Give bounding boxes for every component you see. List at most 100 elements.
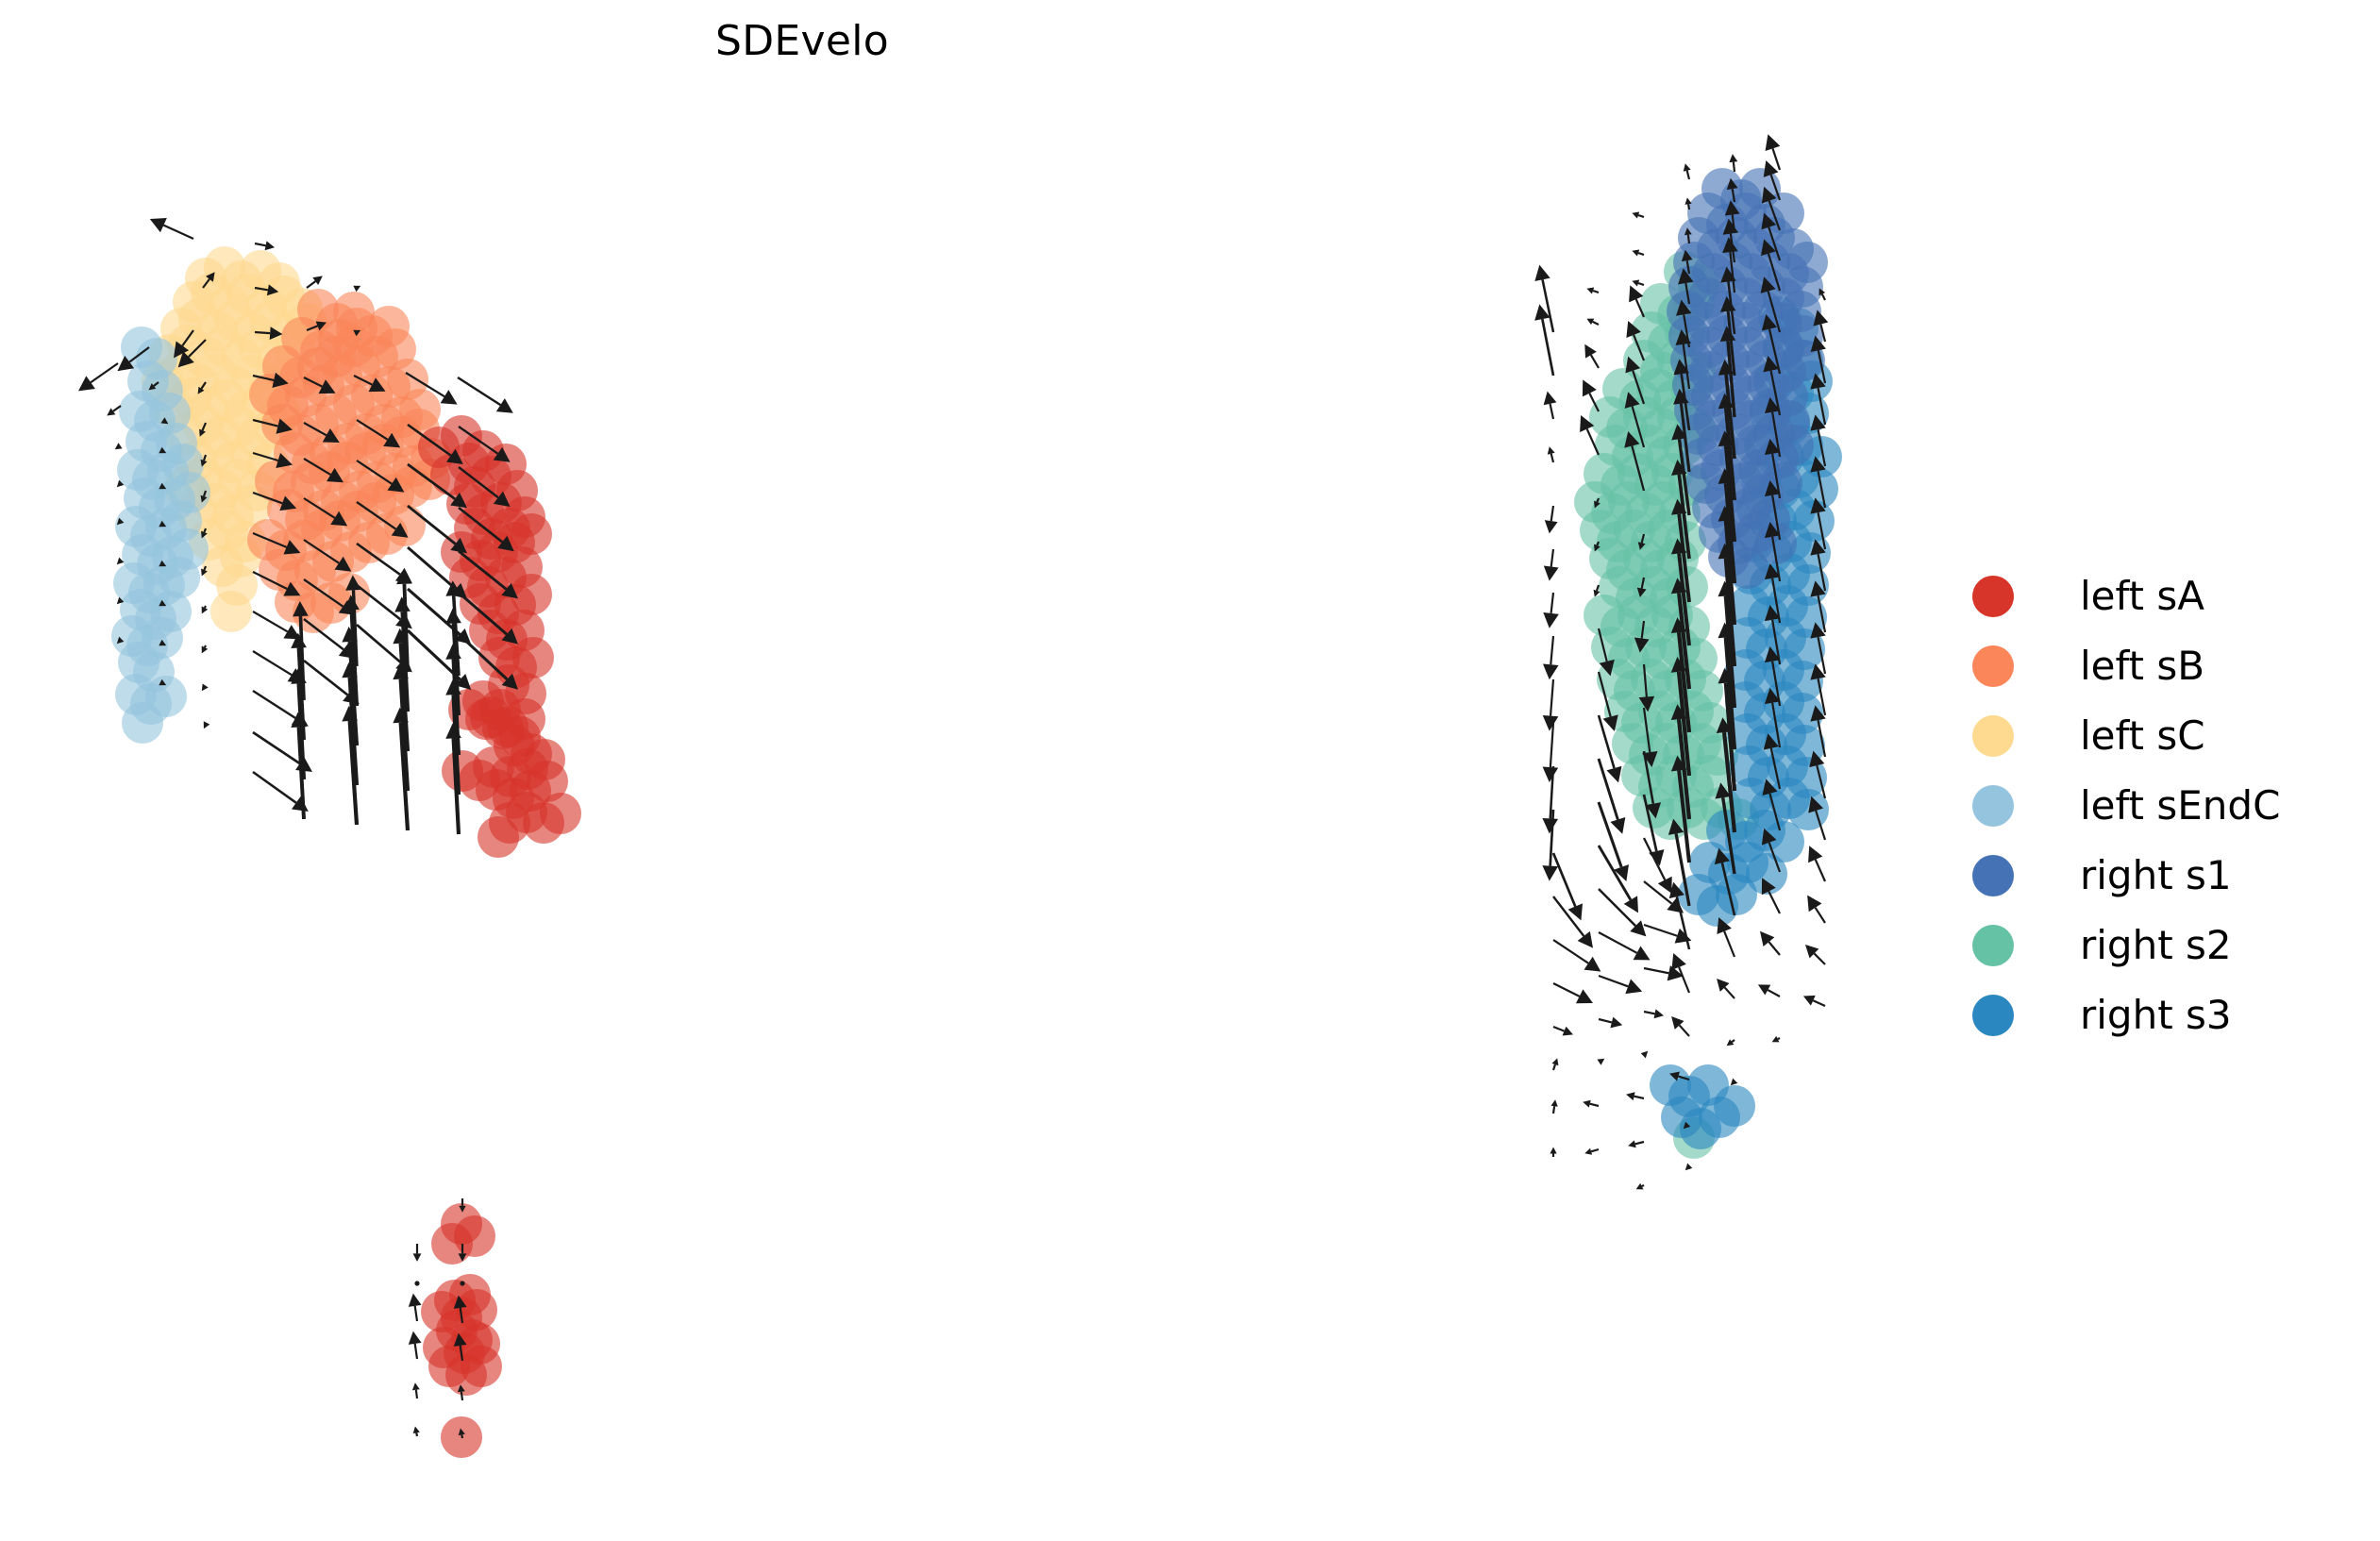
velocity-arrow-head	[203, 721, 210, 729]
scatter-point	[1716, 874, 1757, 915]
velocity-arrow-shaft	[90, 362, 119, 384]
velocity-arrow-head	[1722, 218, 1739, 235]
velocity-arrow	[1598, 1016, 1623, 1029]
velocity-arrow-shaft	[162, 224, 194, 241]
legend-item-label: left sEndC	[2080, 782, 2281, 829]
velocity-arrow	[291, 712, 307, 820]
velocity-arrow-head	[1562, 1026, 1573, 1036]
velocity-arrow-head	[322, 427, 340, 443]
velocity-arrow	[1552, 939, 1601, 972]
velocity-arrow-shaft	[1678, 1024, 1690, 1037]
velocity-arrow	[1805, 945, 1826, 965]
velocity-arrow-shaft	[303, 458, 331, 476]
scatter-point	[431, 1223, 473, 1265]
velocity-arrow-shaft	[252, 531, 288, 548]
velocity-arrow	[1764, 605, 1782, 665]
velocity-arrow-head	[1726, 1039, 1735, 1047]
velocity-arrow-head	[1542, 766, 1559, 782]
velocity-arrow-shaft	[303, 578, 344, 608]
velocity-arrow	[1757, 984, 1781, 997]
velocity-arrow	[445, 679, 461, 796]
velocity-arrow	[203, 721, 210, 729]
velocity-arrow-shaft	[1642, 794, 1658, 852]
velocity-arrow	[1714, 847, 1736, 916]
velocity-arrow-shaft	[1817, 511, 1827, 550]
velocity-arrow	[458, 591, 518, 645]
velocity-arrow-shaft	[1597, 845, 1633, 901]
velocity-arrow-head	[1765, 134, 1781, 152]
legend-item[interactable]: right s3	[1972, 980, 2369, 1050]
velocity-arrow	[1584, 1147, 1600, 1155]
velocity-arrow	[1718, 393, 1736, 501]
velocity-arrow	[412, 1244, 422, 1262]
velocity-arrow-head	[1671, 460, 1687, 476]
velocity-arrow-head	[353, 329, 361, 337]
velocity-arrow-shaft	[1723, 445, 1737, 543]
velocity-arrow-shaft	[1637, 213, 1645, 219]
velocity-arrow	[1813, 310, 1829, 343]
legend-item[interactable]: left sB	[1972, 631, 2369, 701]
velocity-arrow	[458, 549, 518, 599]
velocity-arrow-head	[177, 351, 194, 368]
velocity-arrow-shaft	[128, 346, 150, 363]
velocity-arrow-shaft	[1729, 251, 1736, 293]
velocity-arrows-layer	[78, 134, 1829, 1439]
velocity-arrow	[1544, 505, 1558, 534]
velocity-arrow-shaft	[202, 278, 210, 289]
scatter-point	[461, 1346, 502, 1387]
velocity-arrow	[200, 490, 208, 503]
legend-item[interactable]: left sEndC	[1972, 771, 2369, 841]
velocity-arrow-head	[199, 428, 206, 437]
velocity-arrow	[1681, 249, 1693, 275]
legend-item[interactable]: left sC	[1972, 701, 2369, 771]
velocity-arrow-shaft	[1767, 291, 1782, 333]
velocity-arrow	[408, 1331, 422, 1360]
legend-swatch-icon	[1972, 925, 2014, 966]
velocity-arrow-head	[440, 390, 458, 405]
velocity-arrow-shaft	[252, 374, 275, 382]
velocity-arrow-shaft	[1820, 293, 1826, 301]
velocity-arrow	[458, 426, 511, 462]
velocity-arrow-head	[393, 663, 409, 680]
velocity-arrow	[159, 678, 167, 686]
velocity-arrow	[353, 375, 386, 393]
velocity-arrow-head	[1718, 360, 1735, 376]
velocity-arrow	[394, 596, 411, 712]
velocity-arrow-dot	[414, 1281, 420, 1286]
scatter-point	[122, 702, 163, 744]
velocity-arrow	[1810, 622, 1827, 675]
velocity-arrow-head	[1717, 979, 1730, 992]
velocity-arrow-head	[1720, 266, 1736, 283]
velocity-arrow-head	[1671, 424, 1687, 441]
velocity-arrow-head	[1582, 379, 1597, 397]
velocity-arrow	[1718, 430, 1737, 543]
velocity-arrow	[160, 417, 169, 425]
velocity-arrow-shaft	[1549, 403, 1555, 420]
velocity-arrow-shaft	[1723, 482, 1737, 584]
legend-item[interactable]: right s1	[1972, 841, 2369, 911]
velocity-arrow-head	[1586, 287, 1595, 294]
legend-item[interactable]: right s2	[1972, 911, 2369, 980]
velocity-arrow-shaft	[1551, 852, 1577, 908]
velocity-arrow-shaft	[451, 623, 461, 716]
velocity-arrow	[458, 1428, 465, 1439]
velocity-arrow-shaft	[1817, 350, 1827, 384]
velocity-arrow-head	[201, 568, 208, 577]
velocity-arrow-shaft	[457, 632, 509, 680]
velocity-arrow-head	[501, 582, 518, 599]
page-title: SDEvelo	[715, 17, 889, 65]
velocity-arrow-head	[1726, 177, 1738, 191]
scatter-point	[210, 591, 252, 632]
legend-item[interactable]: left sA	[1972, 561, 2369, 631]
velocity-arrow	[1626, 321, 1646, 361]
velocity-arrow-head	[1718, 468, 1735, 484]
velocity-arrow-head	[1550, 1147, 1557, 1154]
velocity-arrow	[1597, 714, 1622, 783]
velocity-arrow-head	[201, 645, 209, 654]
velocity-arrow-head	[1626, 321, 1641, 338]
velocity-arrow-head	[1764, 439, 1781, 456]
velocity-arrow-head	[159, 482, 167, 490]
velocity-arrow-shaft	[1768, 842, 1782, 873]
velocity-arrow-shaft	[1817, 678, 1827, 716]
velocity-arrow-head	[493, 446, 511, 462]
